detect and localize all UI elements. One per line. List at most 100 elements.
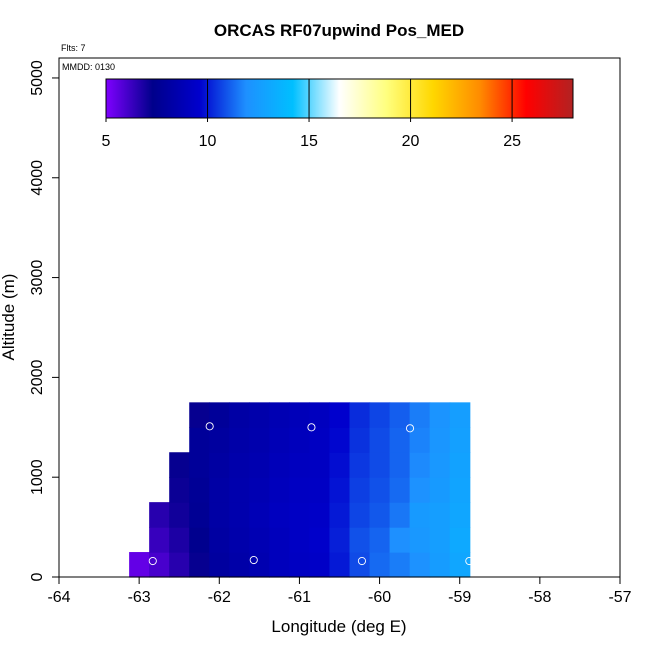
colorbar-gradient bbox=[105, 78, 574, 119]
x-tick-label: -61 bbox=[288, 589, 311, 606]
heatmap-cell bbox=[189, 402, 210, 428]
flight-points bbox=[148, 405, 482, 566]
heatmap-cell bbox=[309, 452, 331, 478]
heatmap-cell bbox=[429, 502, 451, 528]
heatmap-cell bbox=[409, 402, 431, 428]
heatmap-cell bbox=[309, 402, 331, 428]
flights-count-label: Flts: 7 bbox=[61, 43, 86, 53]
y-tick-label: 5000 bbox=[29, 60, 46, 96]
heatmap-cell bbox=[429, 527, 451, 553]
heatmap-cell bbox=[309, 427, 331, 453]
heatmap-cell bbox=[289, 502, 311, 528]
y-tick-label: 4000 bbox=[29, 160, 46, 196]
heatmap-cell bbox=[449, 452, 471, 478]
heatmap-cells bbox=[129, 402, 471, 578]
heatmap-cell bbox=[289, 452, 311, 478]
heatmap-cell bbox=[249, 502, 270, 528]
heatmap-cell bbox=[149, 552, 170, 578]
x-tick-label: -57 bbox=[608, 589, 631, 606]
heatmap-cell bbox=[269, 427, 291, 453]
x-axis-title: Longitude (deg E) bbox=[271, 617, 406, 636]
heatmap-cell bbox=[209, 502, 230, 528]
heatmap-cell bbox=[269, 527, 291, 553]
colorbar: 5 10 15 20 25 bbox=[102, 78, 574, 150]
colorbar-tick-label: 10 bbox=[199, 133, 217, 150]
heatmap-cell bbox=[309, 527, 331, 553]
heatmap-cell bbox=[329, 477, 351, 503]
y-axis-title: Altitude (m) bbox=[0, 274, 18, 361]
heatmap-cell bbox=[189, 427, 210, 453]
heatmap-cell bbox=[289, 427, 311, 453]
heatmap-cell bbox=[229, 477, 250, 503]
heatmap-cell bbox=[329, 552, 351, 578]
heatmap-cell bbox=[369, 427, 391, 453]
plot-frame bbox=[58, 57, 621, 578]
heatmap-cell bbox=[409, 552, 431, 578]
heatmap-cell bbox=[309, 552, 331, 578]
heatmap-cell bbox=[389, 527, 411, 553]
heatmap-cell bbox=[289, 552, 311, 578]
heatmap-cell bbox=[189, 452, 210, 478]
heatmap-cell bbox=[229, 502, 250, 528]
heatmap-cell bbox=[389, 502, 411, 528]
chart-title: ORCAS RF07upwind Pos_MED bbox=[214, 21, 464, 40]
heatmap-cell bbox=[209, 427, 230, 453]
heatmap-cell bbox=[229, 452, 250, 478]
heatmap-cell bbox=[289, 402, 311, 428]
heatmap-cell bbox=[349, 527, 371, 553]
heatmap-cell bbox=[449, 527, 471, 553]
heatmap-cell bbox=[189, 552, 210, 578]
colorbar-tick-label: 15 bbox=[300, 133, 318, 150]
heatmap-cell bbox=[389, 477, 411, 503]
heatmap-cell bbox=[229, 402, 250, 428]
x-tick-label: -58 bbox=[528, 589, 551, 606]
heatmap-cell bbox=[429, 477, 451, 503]
heatmap-cell bbox=[369, 527, 391, 553]
x-tick-label: -60 bbox=[368, 589, 391, 606]
flight-point bbox=[249, 555, 258, 565]
heatmap-cell bbox=[269, 552, 291, 578]
heatmap-cell bbox=[149, 527, 170, 553]
heatmap-cell bbox=[169, 477, 190, 503]
heatmap-cell bbox=[189, 477, 210, 503]
x-axis: -64 -63 -62 -61 -60 -59 -58 -57 bbox=[47, 577, 632, 606]
heatmap-cell bbox=[429, 402, 451, 428]
heatmap-cell bbox=[449, 502, 471, 528]
heatmap-cell bbox=[249, 477, 270, 503]
heatmap-cell bbox=[169, 502, 190, 528]
y-tick-label: 3000 bbox=[29, 260, 46, 296]
heatmap-cell bbox=[309, 502, 331, 528]
heatmap-cell bbox=[249, 452, 270, 478]
heatmap-cell bbox=[249, 552, 270, 578]
heatmap-cell bbox=[309, 477, 331, 503]
heatmap-cell bbox=[189, 527, 210, 553]
heatmap-cell bbox=[289, 527, 311, 553]
x-tick-label: -59 bbox=[448, 589, 471, 606]
heatmap-cell bbox=[329, 427, 351, 453]
colorbar-tick-label: 5 bbox=[102, 133, 111, 150]
heatmap-cell bbox=[169, 552, 190, 578]
heatmap-cell bbox=[449, 402, 471, 428]
date-label: MMDD: 0130 bbox=[62, 62, 115, 72]
heatmap-cell bbox=[249, 527, 270, 553]
y-tick-label: 2000 bbox=[29, 359, 46, 395]
flight-point bbox=[205, 422, 214, 431]
heatmap-cell bbox=[369, 552, 391, 578]
flight-point bbox=[357, 556, 366, 566]
heatmap-cell bbox=[429, 427, 451, 453]
heatmap-cell bbox=[409, 452, 431, 478]
heatmap-cell bbox=[409, 427, 431, 453]
colorbar-tick-label: 25 bbox=[503, 133, 521, 150]
heatmap-cell bbox=[389, 402, 411, 428]
heatmap-cell bbox=[409, 502, 431, 528]
heatmap-cell bbox=[209, 552, 230, 578]
heatmap-cell bbox=[429, 452, 451, 478]
heatmap-cell bbox=[169, 452, 190, 478]
heatmap-cell bbox=[209, 477, 230, 503]
heatmap-cell bbox=[449, 477, 471, 503]
flight-point bbox=[148, 556, 157, 566]
heatmap-cell bbox=[269, 477, 291, 503]
x-tick-label: -62 bbox=[208, 589, 231, 606]
flight-point bbox=[405, 424, 415, 433]
colorbar-tick-label: 20 bbox=[402, 133, 420, 150]
